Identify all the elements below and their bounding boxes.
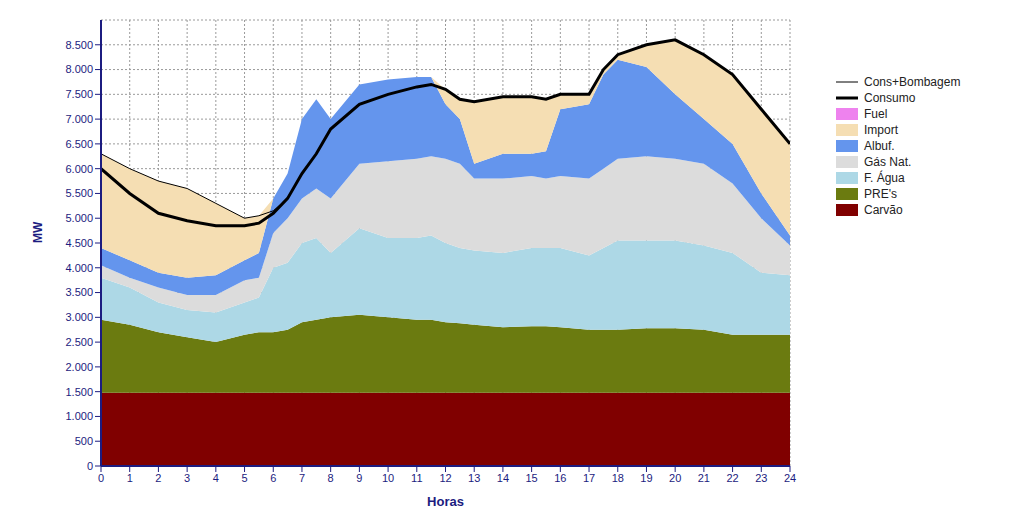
svg-text:21: 21 <box>698 472 710 484</box>
svg-text:24: 24 <box>784 472 796 484</box>
svg-text:4.500: 4.500 <box>65 237 93 249</box>
svg-text:1: 1 <box>127 472 133 484</box>
svg-text:Horas: Horas <box>427 494 464 509</box>
svg-text:9: 9 <box>356 472 362 484</box>
svg-text:500: 500 <box>75 435 93 447</box>
html-text:Gás Nat.: Gás Nat. <box>864 155 912 169</box>
svg-text:19: 19 <box>640 472 652 484</box>
html-text:Fuel: Fuel <box>864 107 888 121</box>
svg-text:7.000: 7.000 <box>65 113 93 125</box>
svg-text:6.000: 6.000 <box>65 163 93 175</box>
html-text:Carvão: Carvão <box>864 203 903 217</box>
svg-text:0: 0 <box>87 460 93 472</box>
svg-text:12: 12 <box>439 472 451 484</box>
html-text:Consumo: Consumo <box>864 91 916 105</box>
svg-text:8.000: 8.000 <box>65 63 93 75</box>
svg-text:5.000: 5.000 <box>65 212 93 224</box>
svg-text:5.500: 5.500 <box>65 187 93 199</box>
svg-text:4: 4 <box>213 472 219 484</box>
html-text:PRE's: PRE's <box>864 187 897 201</box>
svg-text:1.500: 1.500 <box>65 386 93 398</box>
svg-text:8.500: 8.500 <box>65 39 93 51</box>
svg-text:7: 7 <box>299 472 305 484</box>
svg-text:22: 22 <box>726 472 738 484</box>
svg-text:8: 8 <box>328 472 334 484</box>
svg-text:13: 13 <box>468 472 480 484</box>
html-text:Import: Import <box>864 123 898 137</box>
svg-text:20: 20 <box>669 472 681 484</box>
svg-text:4.000: 4.000 <box>65 262 93 274</box>
html-text:Cons+Bombagem: Cons+Bombagem <box>864 75 961 89</box>
html-text:F. Água: F. Água <box>864 171 905 185</box>
svg-text:3.500: 3.500 <box>65 286 93 298</box>
svg-text:6: 6 <box>270 472 276 484</box>
svg-text:18: 18 <box>612 472 624 484</box>
svg-text:15: 15 <box>526 472 538 484</box>
svg-text:11: 11 <box>411 472 422 484</box>
svg-text:7.500: 7.500 <box>65 88 93 100</box>
svg-text:2: 2 <box>155 472 161 484</box>
svg-text:23: 23 <box>755 472 767 484</box>
html-text:Albuf.: Albuf. <box>864 139 895 153</box>
svg-text:6.500: 6.500 <box>65 138 93 150</box>
svg-text:17: 17 <box>583 472 595 484</box>
svg-text:2.000: 2.000 <box>65 361 93 373</box>
svg-text:2.500: 2.500 <box>65 336 93 348</box>
svg-text:3.000: 3.000 <box>65 311 93 323</box>
svg-text:14: 14 <box>497 472 509 484</box>
svg-text:3: 3 <box>184 472 190 484</box>
svg-text:10: 10 <box>382 472 394 484</box>
svg-text:1.000: 1.000 <box>65 410 93 422</box>
svg-text:MW: MW <box>31 221 45 243</box>
svg-text:16: 16 <box>554 472 566 484</box>
svg-text:5: 5 <box>241 472 247 484</box>
svg-text:0: 0 <box>98 472 104 484</box>
